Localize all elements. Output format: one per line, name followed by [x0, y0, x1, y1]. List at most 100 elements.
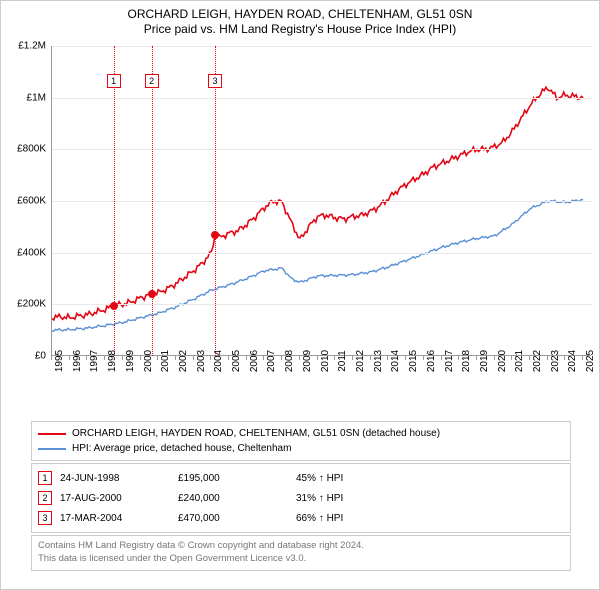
y-axis-label: £800K — [17, 144, 46, 155]
y-axis-label: £200K — [17, 299, 46, 310]
x-axis-label: 2021 — [514, 350, 525, 372]
x-axis-label: 1997 — [89, 350, 100, 372]
sale-row-box: 3 — [38, 511, 52, 525]
y-axis-label: £1.2M — [18, 41, 46, 52]
y-gridline — [52, 253, 592, 254]
x-axis-label: 2006 — [249, 350, 260, 372]
x-tick — [51, 356, 52, 360]
sale-dot-3 — [211, 231, 219, 239]
legend-swatch-hpi — [38, 448, 66, 450]
x-axis-label: 2022 — [532, 350, 543, 372]
y-gridline — [52, 149, 592, 150]
sales-table: 1 24-JUN-1998 £195,000 45% ↑ HPI 2 17-AUG-200… — [31, 463, 571, 533]
sale-date: 24-JUN-1998 — [60, 473, 170, 484]
sale-vline-2 — [152, 46, 153, 356]
x-axis-label: 2011 — [337, 350, 348, 372]
sale-price: £195,000 — [178, 473, 288, 484]
x-axis-label: 2001 — [160, 350, 171, 372]
y-gridline — [52, 46, 592, 47]
x-axis-label: 2019 — [479, 350, 490, 372]
sale-price: £470,000 — [178, 513, 288, 524]
sale-row-1: 1 24-JUN-1998 £195,000 45% ↑ HPI — [38, 468, 564, 488]
y-gridline — [52, 201, 592, 202]
x-tick — [317, 356, 318, 360]
plot-region: 123 — [51, 46, 591, 356]
attribution-line2: This data is licensed under the Open Gov… — [38, 553, 564, 566]
x-tick — [210, 356, 211, 360]
legend-item-property: ORCHARD LEIGH, HAYDEN ROAD, CHELTENHAM, … — [38, 426, 564, 441]
sale-row-box: 1 — [38, 471, 52, 485]
x-tick — [547, 356, 548, 360]
y-axis-label: £1M — [27, 92, 46, 103]
chart-area: 123 £0£200K£400K£600K£800K£1M£1.2M199519… — [51, 46, 591, 386]
x-axis-label: 2020 — [497, 350, 508, 372]
x-axis-label: 2024 — [567, 350, 578, 372]
x-tick — [228, 356, 229, 360]
x-axis-label: 2013 — [373, 350, 384, 372]
x-tick — [494, 356, 495, 360]
legend-box: ORCHARD LEIGH, HAYDEN ROAD, CHELTENHAM, … — [31, 421, 571, 461]
title-subtitle: Price paid vs. HM Land Registry's House … — [1, 22, 599, 36]
x-tick — [334, 356, 335, 360]
sale-marker-box-2: 2 — [145, 74, 159, 88]
x-tick — [86, 356, 87, 360]
x-tick — [441, 356, 442, 360]
legend-label-hpi: HPI: Average price, detached house, Chel… — [72, 443, 291, 454]
x-tick — [387, 356, 388, 360]
y-gridline — [52, 304, 592, 305]
series-line-property — [52, 87, 583, 320]
x-tick — [299, 356, 300, 360]
y-gridline — [52, 98, 592, 99]
x-tick — [476, 356, 477, 360]
x-axis-label: 2012 — [355, 350, 366, 372]
sale-hpi: 45% ↑ HPI — [296, 473, 426, 484]
x-axis-label: 2010 — [320, 350, 331, 372]
x-tick — [352, 356, 353, 360]
x-axis-label: 2017 — [444, 350, 455, 372]
x-axis-label: 1999 — [125, 350, 136, 372]
sale-price: £240,000 — [178, 493, 288, 504]
x-axis-label: 1998 — [107, 350, 118, 372]
x-axis-label: 2014 — [390, 350, 401, 372]
x-tick — [405, 356, 406, 360]
sale-date: 17-MAR-2004 — [60, 513, 170, 524]
sale-row-box: 2 — [38, 491, 52, 505]
legend-label-property: ORCHARD LEIGH, HAYDEN ROAD, CHELTENHAM, … — [72, 428, 440, 439]
x-tick — [69, 356, 70, 360]
x-axis-label: 2005 — [231, 350, 242, 372]
x-axis-label: 2003 — [196, 350, 207, 372]
sale-marker-box-1: 1 — [107, 74, 121, 88]
sale-dot-2 — [148, 290, 156, 298]
attribution-box: Contains HM Land Registry data © Crown c… — [31, 535, 571, 571]
x-tick — [157, 356, 158, 360]
y-axis-label: £600K — [17, 196, 46, 207]
x-tick — [140, 356, 141, 360]
x-tick — [246, 356, 247, 360]
x-axis-label: 2002 — [178, 350, 189, 372]
x-tick — [582, 356, 583, 360]
sale-hpi: 66% ↑ HPI — [296, 513, 426, 524]
series-line-hpi — [52, 200, 583, 332]
sale-date: 17-AUG-2000 — [60, 493, 170, 504]
x-axis-label: 2025 — [585, 350, 596, 372]
x-axis-label: 2023 — [550, 350, 561, 372]
x-tick — [370, 356, 371, 360]
y-axis-label: £400K — [17, 247, 46, 258]
x-tick — [564, 356, 565, 360]
x-tick — [529, 356, 530, 360]
legend-item-hpi: HPI: Average price, detached house, Chel… — [38, 441, 564, 456]
x-axis-label: 1995 — [54, 350, 65, 372]
x-tick — [122, 356, 123, 360]
x-axis-label: 1996 — [72, 350, 83, 372]
title-address: ORCHARD LEIGH, HAYDEN ROAD, CHELTENHAM, … — [1, 7, 599, 21]
chart-container: ORCHARD LEIGH, HAYDEN ROAD, CHELTENHAM, … — [0, 0, 600, 590]
x-axis-label: 2018 — [461, 350, 472, 372]
title-block: ORCHARD LEIGH, HAYDEN ROAD, CHELTENHAM, … — [1, 1, 599, 38]
x-axis-label: 2004 — [213, 350, 224, 372]
x-tick — [175, 356, 176, 360]
x-tick — [263, 356, 264, 360]
x-axis-label: 2007 — [266, 350, 277, 372]
sale-hpi: 31% ↑ HPI — [296, 493, 426, 504]
sale-vline-3 — [215, 46, 216, 356]
sale-dot-1 — [110, 302, 118, 310]
